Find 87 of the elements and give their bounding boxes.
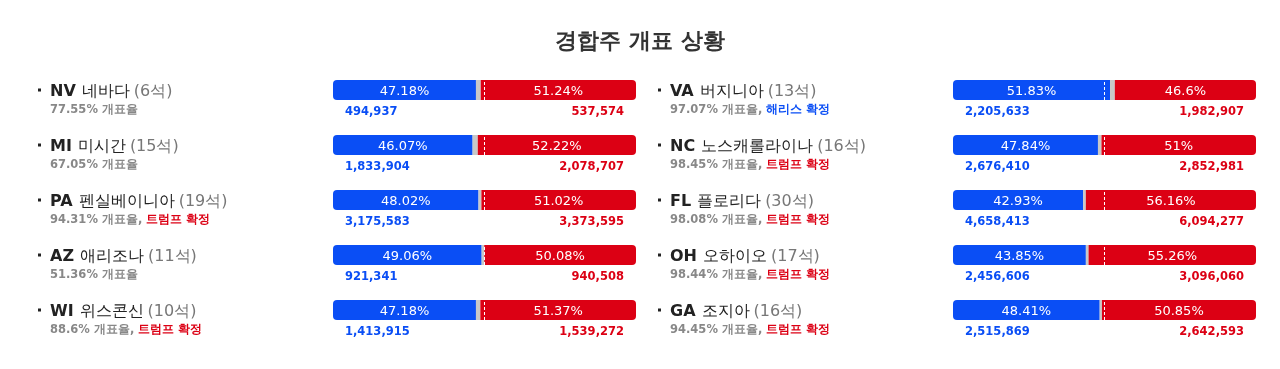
data-label: 47.18% xyxy=(379,303,430,318)
data-label: 51% xyxy=(1164,138,1194,153)
y-tick-label: NV 네바다 (6석) xyxy=(50,80,173,100)
data-label: 51.24% xyxy=(533,83,584,98)
annotation: 4,658,413 xyxy=(965,213,1030,228)
chart-title: 경합주 개표 상황 xyxy=(555,26,725,55)
bar xyxy=(333,80,476,100)
y-tick-label: OH 오하이오 (17석) xyxy=(670,245,820,265)
bar xyxy=(1083,190,1086,210)
annotation: 3,175,583 xyxy=(345,213,410,228)
annotation: 2,515,869 xyxy=(965,323,1030,338)
annotation: 940,508 xyxy=(571,268,624,283)
annotation: 921,341 xyxy=(345,268,398,283)
data-label: 49.06% xyxy=(382,248,433,263)
bar xyxy=(484,245,636,265)
text: 94.31% 개표율, 트럼프 확정 xyxy=(50,211,211,226)
annotation: 3,373,595 xyxy=(559,213,624,228)
annotation: 2,676,410 xyxy=(965,158,1030,173)
data-label: 46.07% xyxy=(378,138,428,153)
annotation: 1,413,915 xyxy=(345,323,410,338)
bar xyxy=(1088,245,1256,265)
bar xyxy=(953,300,1100,320)
y-tick-label: GA 조지아 (16석) xyxy=(670,300,803,320)
annotation: 2,205,633 xyxy=(965,103,1030,118)
annotation: 2,642,593 xyxy=(1179,323,1244,338)
annotation: 537,574 xyxy=(571,103,624,118)
data-label: 51.02% xyxy=(533,193,584,208)
bar xyxy=(953,190,1084,210)
bar xyxy=(475,300,481,320)
annotation: 494,937 xyxy=(345,103,398,118)
data-label: 42.93% xyxy=(993,193,1043,208)
annotation: 1,539,272 xyxy=(559,323,624,338)
text: 67.05% 개표율 xyxy=(50,156,138,171)
text: 51.36% 개표율 xyxy=(50,266,138,281)
data-label: 56.16% xyxy=(1146,193,1196,208)
bar xyxy=(953,80,1111,100)
text: 97.07% 개표율, 해리스 확정 xyxy=(670,101,831,116)
bar xyxy=(481,190,636,210)
bar xyxy=(477,135,636,155)
bar xyxy=(1114,80,1256,100)
y-tick-label: WI 위스콘신 (10석) xyxy=(50,300,197,320)
y-tick-label: NC 노스캐롤라이나 (16석) xyxy=(670,135,866,155)
data-label: 46.6% xyxy=(1164,83,1207,98)
text: 77.55% 개표율 xyxy=(50,101,138,116)
data-label: 43.85% xyxy=(994,248,1045,263)
data-label: 52.22% xyxy=(532,138,582,153)
bar xyxy=(333,245,482,265)
annotation: 1,982,907 xyxy=(1179,103,1244,118)
bar xyxy=(333,190,479,210)
annotation: 2,852,981 xyxy=(1179,158,1244,173)
bar xyxy=(953,135,1098,155)
y-tick-label: FL 플로리다 (30석) xyxy=(670,190,814,210)
text: 98.08% 개표율, 트럼프 확정 xyxy=(670,211,831,226)
bar xyxy=(475,80,481,100)
bar xyxy=(480,80,636,100)
y-tick-label: PA 펜실베이니아 (19석) xyxy=(50,190,228,210)
text: 98.45% 개표율, 트럼프 확정 xyxy=(670,156,831,171)
bar xyxy=(1085,245,1089,265)
annotation: 2,078,707 xyxy=(559,158,624,173)
annotation: 3,096,060 xyxy=(1179,268,1244,283)
data-label: 47.84% xyxy=(1000,138,1051,153)
data-label: 48.02% xyxy=(380,193,431,208)
bar xyxy=(1101,300,1256,320)
annotation: 1,833,904 xyxy=(345,158,410,173)
text: 88.6% 개표율, 트럼프 확정 xyxy=(50,321,203,336)
data-label: 47.18% xyxy=(379,83,430,98)
y-tick-label: AZ 애리조나 (11석) xyxy=(50,245,197,265)
data-label: 48.41% xyxy=(1001,303,1052,318)
text: 94.45% 개표율, 트럼프 확정 xyxy=(670,321,831,336)
text: 98.44% 개표율, 트럼프 확정 xyxy=(670,266,831,281)
annotation: 6,094,277 xyxy=(1179,213,1244,228)
bar xyxy=(333,135,473,155)
data-label: 55.26% xyxy=(1147,248,1198,263)
annotation: 2,456,606 xyxy=(965,268,1030,283)
bar xyxy=(1110,80,1115,100)
y-tick-label: MI 미시간 (15석) xyxy=(50,135,179,155)
data-label: 51.37% xyxy=(533,303,583,318)
data-label: 50.08% xyxy=(535,248,585,263)
bar xyxy=(480,300,636,320)
bar xyxy=(333,300,476,320)
bar xyxy=(953,245,1086,265)
y-tick-label: VA 버지니아 (13석) xyxy=(670,80,817,100)
data-label: 51.83% xyxy=(1006,83,1057,98)
bar xyxy=(472,135,478,155)
data-label: 50.85% xyxy=(1154,303,1204,318)
bar xyxy=(1085,190,1256,210)
bar xyxy=(1101,135,1256,155)
